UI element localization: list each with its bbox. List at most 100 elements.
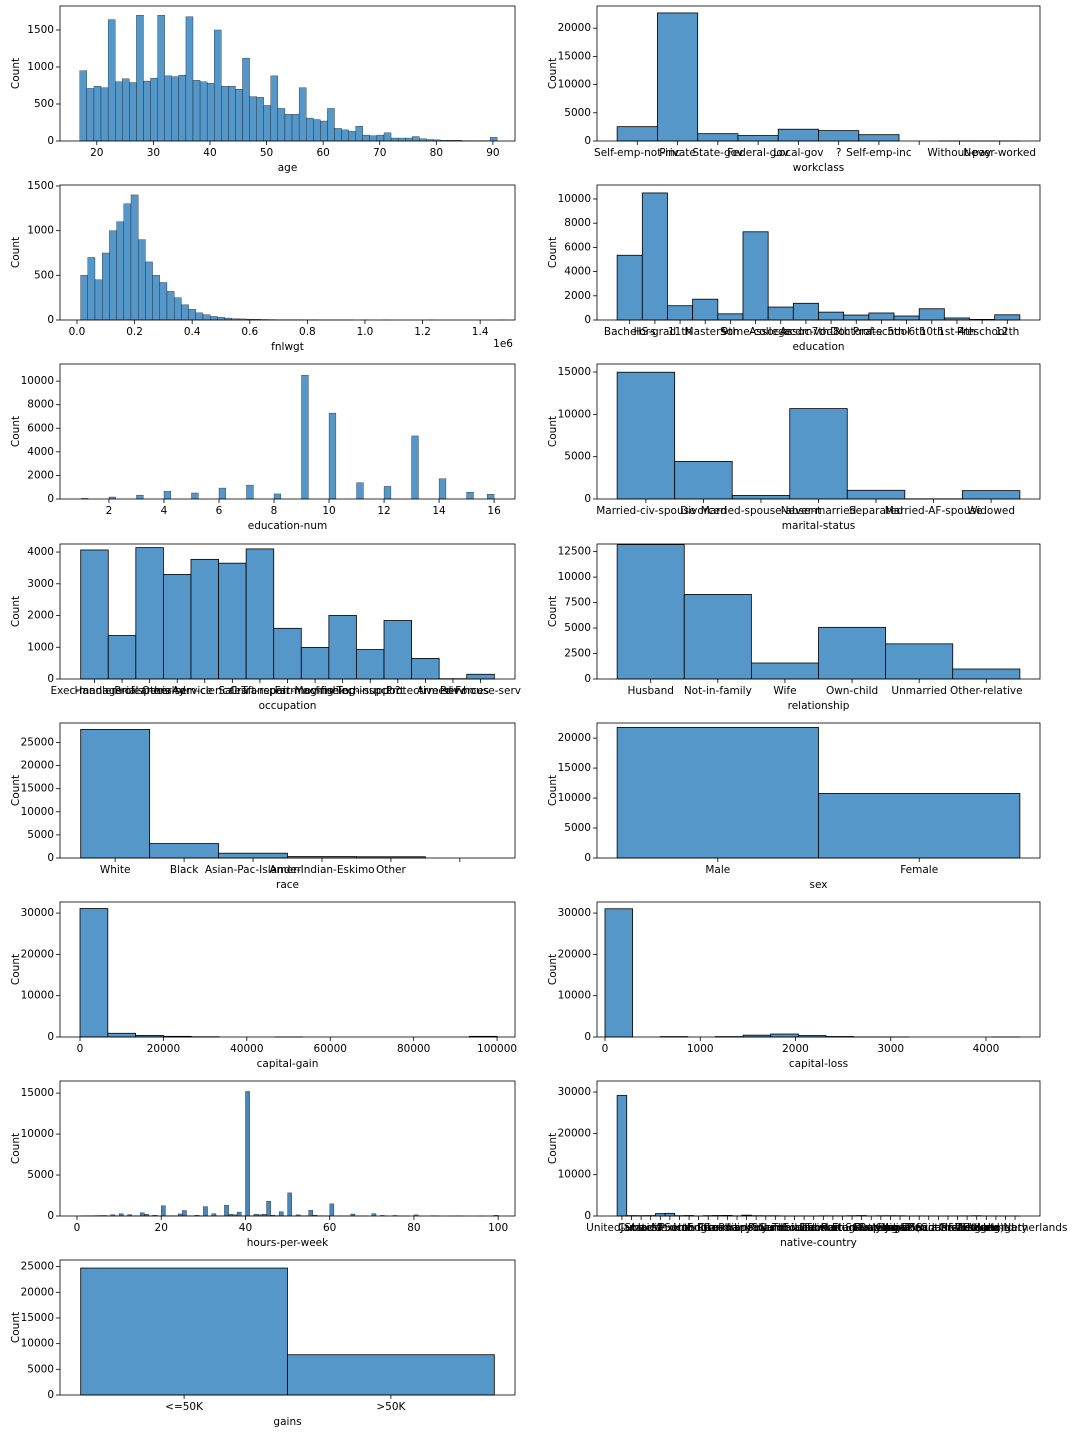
y-tick-label: 4000 — [564, 266, 591, 278]
axes-frame — [59, 543, 516, 680]
axes-frame — [59, 363, 516, 500]
x-tick-label: Unmarried — [891, 685, 947, 697]
bar — [263, 105, 271, 142]
x-tick-label: 60 — [316, 147, 329, 159]
x-tick-label: Farming-fishing — [275, 685, 356, 697]
bar — [152, 275, 160, 321]
bar — [697, 133, 739, 142]
bar — [300, 647, 330, 680]
y-tick-label: 2000 — [564, 290, 591, 302]
y-tick-label: 6000 — [27, 422, 54, 434]
y-axis-label: Count — [547, 596, 559, 627]
bar — [136, 494, 144, 500]
bar — [159, 282, 168, 321]
x-tick-label: Armed-Forces — [417, 685, 489, 697]
x-tick-label: Canada — [698, 1222, 738, 1234]
x-tick-label: 4 — [161, 505, 168, 517]
bar — [287, 1354, 495, 1396]
bar — [100, 87, 109, 142]
bar — [362, 134, 370, 142]
y-tick-label: 0 — [584, 852, 591, 864]
x-tick-label: 12 — [377, 505, 390, 517]
x-tick-label: Columbia — [751, 1222, 801, 1234]
x-tick-label: Other-service — [142, 685, 213, 697]
bar — [143, 80, 151, 142]
y-tick-label: 12500 — [558, 546, 591, 558]
y-tick-label: 2000 — [27, 610, 54, 622]
y-tick-label: 5000 — [564, 107, 591, 119]
bar — [228, 86, 236, 142]
y-tick-label: 1500 — [27, 24, 54, 36]
bar — [298, 87, 307, 142]
y-tick-label: 10000 — [21, 1338, 54, 1350]
bar — [868, 312, 895, 321]
bar — [86, 88, 95, 142]
x-tick-label: Jamaica — [619, 1222, 661, 1234]
x-tick-label: Without-pay — [927, 147, 991, 159]
bar — [994, 314, 1021, 321]
bar — [163, 574, 192, 680]
bar — [164, 75, 172, 142]
bar — [202, 314, 211, 321]
x-tick-label: Portugal — [821, 1222, 865, 1234]
bar — [214, 29, 222, 142]
x-tick-label: 1000 — [687, 1043, 714, 1055]
x-tick-label: Taiwan — [804, 1222, 841, 1234]
x-tick-label: Protective-serv — [386, 685, 465, 697]
y-tick-label: 5000 — [564, 622, 591, 634]
x-tick-label: Male — [705, 864, 730, 876]
bar — [412, 136, 420, 142]
y-tick-label: 25000 — [21, 736, 54, 748]
bar — [405, 137, 413, 142]
y-tick-label: 0 — [47, 1389, 54, 1401]
y-tick-label: 20000 — [21, 1286, 54, 1298]
x-tick-label: 100000 — [477, 1043, 517, 1055]
bar — [313, 119, 321, 142]
bar — [188, 309, 196, 321]
y-tick-label: 20000 — [558, 22, 591, 34]
y-tick-label: 10000 — [558, 79, 591, 91]
bar — [383, 620, 412, 680]
y-tick-label: 15000 — [21, 1312, 54, 1324]
bar — [616, 1095, 628, 1217]
bar — [206, 83, 215, 142]
x-tick-label: Prof-specialty — [114, 685, 185, 697]
x-tick-label: Yugoslavia — [881, 1222, 937, 1234]
x-tick-label: 60 — [323, 1222, 336, 1234]
y-tick-label: 3000 — [27, 578, 54, 590]
x-tick-label: Scotland — [916, 1222, 962, 1234]
bar — [266, 1201, 271, 1217]
x-tick-label: Asian-Pac-Islander — [205, 864, 302, 876]
y-tick-label: 0 — [584, 1210, 591, 1222]
bar — [616, 254, 643, 321]
bar — [327, 108, 335, 142]
bar — [178, 74, 187, 142]
x-tick-label: 0.0 — [69, 326, 86, 338]
bar — [692, 298, 719, 321]
y-tick-label: 5000 — [564, 451, 591, 463]
axes-frame — [596, 901, 1041, 1038]
bar — [249, 96, 257, 142]
x-tick-label: Holand-Netherlands — [963, 1222, 1068, 1234]
y-tick-label: 7500 — [564, 597, 591, 609]
x-tick-label: England — [687, 1222, 730, 1234]
bar — [616, 544, 685, 680]
bar — [217, 317, 225, 321]
bar — [291, 114, 300, 142]
bar — [102, 252, 110, 321]
bar — [356, 482, 364, 500]
x-tick-label: South — [664, 1222, 695, 1234]
x-tick-label: <=50K — [165, 1401, 204, 1413]
bar — [161, 1205, 166, 1217]
bar — [190, 558, 219, 680]
bar — [79, 908, 109, 1038]
bar — [717, 313, 744, 321]
x-tick-label: Greece — [939, 1222, 976, 1234]
bar — [411, 435, 419, 500]
x-tick-label: >50K — [376, 1401, 406, 1413]
x-axis-label: occupation — [259, 700, 317, 712]
bar — [157, 15, 165, 142]
y-axis-label: Count — [10, 954, 22, 985]
bar — [203, 1206, 208, 1217]
